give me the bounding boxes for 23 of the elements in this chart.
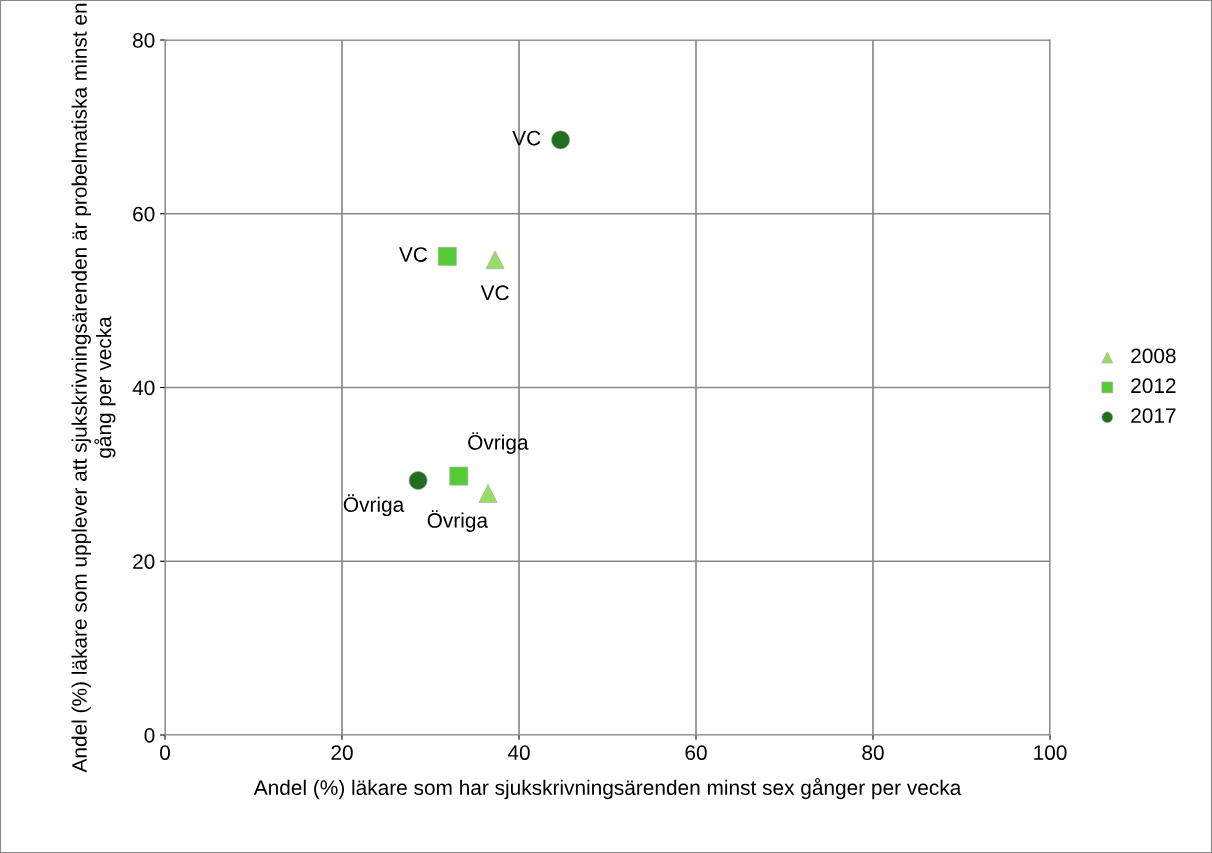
annotation: VC bbox=[399, 247, 428, 262]
y-tick-label: 0 bbox=[144, 728, 155, 743]
y-tick-label: 80 bbox=[133, 33, 155, 48]
x-tick-label: 80 bbox=[862, 745, 884, 761]
annotation: Övriga bbox=[427, 510, 489, 532]
x-tick-label: 20 bbox=[331, 745, 353, 761]
y-tick-label: 60 bbox=[133, 206, 155, 222]
x-tick-label: 40 bbox=[507, 745, 530, 761]
legend-label: 2008 bbox=[1131, 348, 1176, 364]
y-axis-title: Andel (%) läkare som upplever att sjukskrivningsärenden är probelmatiska minst en gång per vecka bbox=[71, 3, 116, 773]
point bbox=[478, 484, 498, 503]
x-tick-label: 100 bbox=[1034, 745, 1067, 761]
annotation: VC bbox=[512, 130, 541, 146]
annotation: Övriga bbox=[468, 432, 529, 454]
x-axis-title: Andel (%) läkare som har sjukskrivningsärenden minst sex gånger per vecka bbox=[253, 778, 962, 800]
x-tick-label: 60 bbox=[685, 745, 707, 761]
x-tick-label: 0 bbox=[160, 745, 170, 761]
y-tick-label: 20 bbox=[133, 554, 155, 569]
legend-label: 2017 bbox=[1131, 408, 1176, 423]
annotation: Övriga bbox=[343, 494, 405, 517]
legend-label: 2012 bbox=[1131, 378, 1176, 394]
annotation: VC bbox=[480, 285, 509, 301]
y-tick-label: 40 bbox=[132, 380, 155, 396]
